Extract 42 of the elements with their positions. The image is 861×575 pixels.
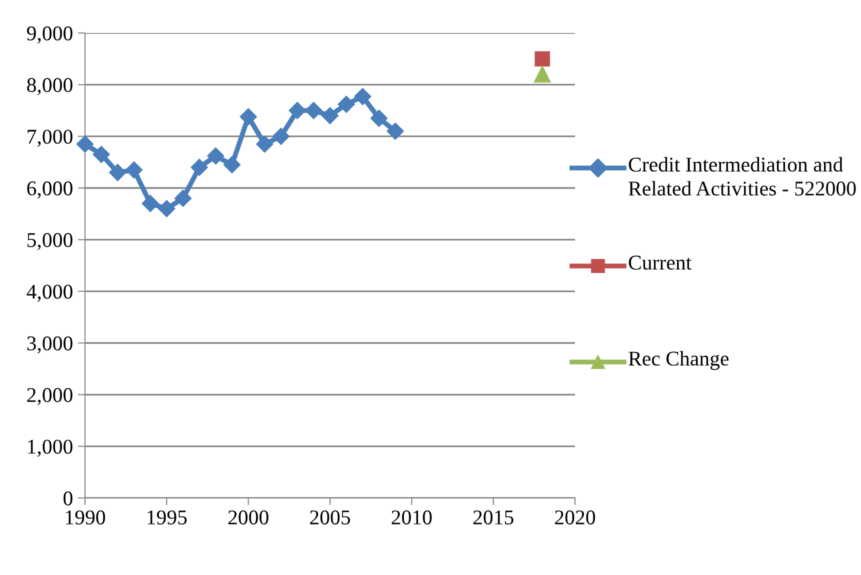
point <box>190 158 208 176</box>
point <box>321 107 339 124</box>
x-tick-label: 2005 <box>310 510 350 524</box>
point <box>534 51 550 66</box>
point <box>223 156 241 174</box>
point <box>240 108 257 126</box>
point <box>272 128 290 145</box>
y-tick-label: 3,000 <box>27 336 72 354</box>
point <box>92 146 110 163</box>
y-tick-label: 1,000 <box>28 440 72 457</box>
y-tick-label: 9,000 <box>26 26 72 44</box>
point <box>207 147 224 165</box>
legend-label: Current <box>628 256 692 270</box>
point <box>386 122 404 140</box>
legend-label: Credit Intermediation and Related Activities - 522000 <box>628 157 856 196</box>
point <box>338 96 355 113</box>
point <box>288 102 306 120</box>
point <box>142 194 159 212</box>
point <box>534 66 551 83</box>
y-tick-label: 8,000 <box>27 78 72 96</box>
point <box>158 200 176 218</box>
y-tick-label: 6,000 <box>27 181 72 198</box>
legend-label: Rec Change <box>628 351 729 370</box>
y-tick-label: 7,000 <box>28 130 72 147</box>
point <box>109 164 126 182</box>
point <box>370 110 388 127</box>
x-tick-label: 2000 <box>228 510 268 524</box>
point <box>256 136 274 153</box>
x-tick-label: 2020 <box>555 510 596 524</box>
x-tick-label: 2010 <box>392 510 432 524</box>
y-tick-label: 5,000 <box>28 233 72 250</box>
x-tick-label: 2015 <box>473 510 514 524</box>
point <box>174 190 192 207</box>
point <box>76 136 94 153</box>
point <box>354 88 372 106</box>
y-tick-label: 0 <box>64 491 72 506</box>
y-tick-label: 2,000 <box>27 388 72 406</box>
x-tick-label: 1995 <box>148 510 187 524</box>
y-tick-label: 4,000 <box>26 284 72 302</box>
point <box>305 102 322 120</box>
point <box>125 161 143 178</box>
x-tick-label: 1990 <box>66 510 106 524</box>
